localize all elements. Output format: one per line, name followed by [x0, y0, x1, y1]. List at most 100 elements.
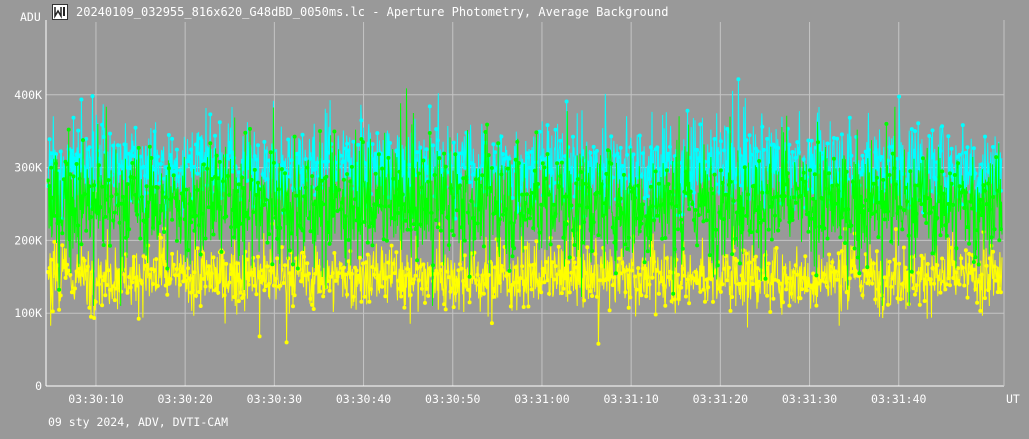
- series-point: [809, 285, 814, 290]
- series-point: [793, 155, 798, 160]
- series-point: [940, 256, 945, 261]
- series-point: [561, 235, 566, 240]
- series-point: [571, 228, 575, 233]
- series-point: [243, 130, 248, 135]
- series-point: [725, 192, 730, 197]
- series-point: [773, 213, 777, 218]
- series-point: [510, 195, 515, 200]
- series-point: [171, 173, 176, 178]
- series-point: [259, 280, 264, 284]
- x-tick-label: 03:30:30: [247, 392, 302, 406]
- series-point: [733, 236, 738, 241]
- series-point: [559, 291, 564, 296]
- series-point: [718, 168, 723, 173]
- series-point: [306, 216, 311, 221]
- series-point: [516, 206, 521, 211]
- series-point: [516, 161, 521, 166]
- series-point: [925, 196, 930, 201]
- series-point: [100, 303, 105, 308]
- series-point: [131, 175, 136, 180]
- x-tick-label: 03:31:00: [514, 392, 569, 406]
- series-point: [206, 205, 211, 210]
- series-point: [49, 151, 54, 156]
- series-point: [116, 143, 120, 148]
- series-point: [364, 199, 369, 204]
- series-point: [865, 265, 870, 270]
- series-point: [965, 295, 970, 300]
- series-point: [244, 210, 249, 215]
- series-point: [233, 224, 238, 229]
- series-point: [636, 183, 641, 188]
- series-point: [380, 166, 385, 171]
- series-point: [448, 289, 453, 294]
- series-point: [227, 140, 232, 145]
- series-point: [653, 312, 658, 317]
- series-point: [201, 162, 206, 167]
- series-point: [712, 137, 717, 141]
- series-point: [726, 182, 731, 187]
- series-point: [873, 297, 878, 302]
- series-point: [152, 268, 157, 273]
- series-point: [543, 260, 548, 264]
- series-point: [677, 210, 682, 215]
- series-point: [545, 278, 550, 283]
- series-point: [838, 284, 843, 289]
- series-point: [946, 276, 951, 281]
- series-point: [279, 245, 284, 250]
- series-point: [139, 195, 144, 199]
- series-point: [380, 284, 385, 289]
- x-tick-label: 03:30:40: [336, 392, 391, 406]
- series-point: [241, 186, 246, 191]
- series-point: [114, 192, 119, 197]
- series-point: [652, 259, 657, 264]
- series-point: [359, 299, 364, 304]
- series-point: [446, 275, 451, 280]
- series-point: [195, 246, 200, 251]
- series-point: [254, 193, 259, 197]
- series-point: [278, 283, 283, 288]
- series-point: [389, 216, 394, 221]
- series-point: [948, 283, 952, 288]
- series-point: [841, 265, 846, 270]
- series-point: [917, 302, 922, 307]
- series-point: [240, 175, 245, 180]
- series-point: [232, 235, 237, 240]
- series-point: [84, 136, 89, 141]
- series-point: [876, 235, 881, 240]
- series-point: [394, 148, 399, 153]
- series-point: [386, 155, 391, 160]
- series-point: [536, 280, 540, 284]
- series-point: [335, 274, 340, 279]
- series-point: [130, 161, 135, 165]
- series-point: [68, 172, 73, 177]
- series-point: [545, 152, 550, 157]
- series-point: [779, 194, 784, 199]
- series-point: [641, 266, 645, 271]
- x-tick-label: 03:30:10: [68, 392, 123, 406]
- series-point: [596, 233, 601, 238]
- series-point: [755, 229, 760, 234]
- series-point: [696, 213, 701, 218]
- series-point: [995, 290, 1000, 295]
- series-point: [706, 285, 711, 290]
- series-point: [186, 159, 190, 164]
- series-point: [739, 183, 744, 188]
- x-tick-label: 03:31:40: [871, 392, 926, 406]
- series-point: [547, 291, 552, 296]
- series-point: [286, 137, 291, 142]
- series-point: [921, 156, 925, 161]
- series-point: [833, 201, 838, 206]
- series-point: [168, 277, 173, 282]
- series-point: [416, 278, 421, 283]
- series-point: [362, 220, 367, 224]
- series-point: [473, 177, 478, 182]
- series-point: [205, 166, 210, 171]
- series-point: [283, 171, 287, 176]
- series-point: [217, 159, 222, 164]
- series-point: [389, 243, 394, 248]
- series-point: [695, 147, 700, 152]
- series-point: [111, 218, 116, 223]
- series-point: [693, 269, 698, 274]
- series-point: [919, 202, 924, 207]
